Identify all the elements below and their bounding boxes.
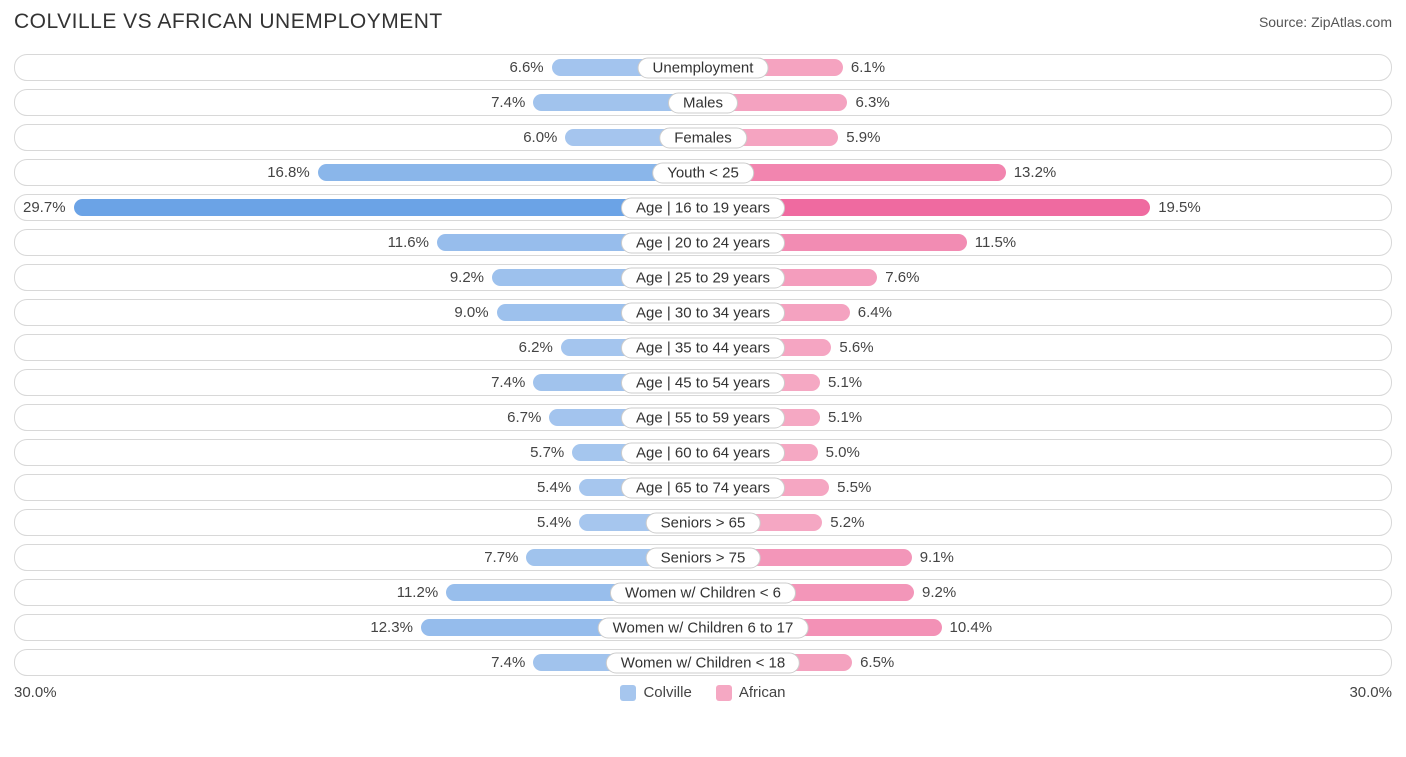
value-left: 11.2%	[389, 584, 446, 601]
diverging-bar-chart: 6.6% 6.1% Unemployment 7.4% 6.3% Males 6.0% 5.9…	[14, 54, 1392, 676]
chart-row: 6.0% 5.9% Females	[14, 124, 1392, 151]
value-right: 9.1%	[912, 549, 962, 566]
legend-swatch-left	[620, 685, 636, 701]
chart-row: 7.4% 6.3% Males	[14, 89, 1392, 116]
value-right: 19.5%	[1150, 199, 1209, 216]
source-label: Source: ZipAtlas.com	[1259, 14, 1392, 30]
value-left: 5.4%	[529, 479, 579, 496]
legend-swatch-right	[716, 685, 732, 701]
value-right: 5.0%	[818, 444, 868, 461]
legend-label-left: Colville	[643, 684, 691, 701]
legend-item-left: Colville	[620, 684, 691, 701]
row-label: Women w/ Children 6 to 17	[598, 617, 809, 638]
value-right: 10.4%	[942, 619, 1001, 636]
value-right: 6.4%	[850, 304, 900, 321]
row-label: Age | 16 to 19 years	[621, 197, 785, 218]
value-right: 6.3%	[847, 94, 897, 111]
bar-left	[74, 199, 703, 216]
chart-row: 5.4% 5.2% Seniors > 65	[14, 509, 1392, 536]
chart-title: COLVILLE VS AFRICAN UNEMPLOYMENT	[14, 10, 443, 34]
row-label: Seniors > 65	[646, 512, 761, 533]
value-right: 5.9%	[838, 129, 888, 146]
chart-row: 5.4% 5.5% Age | 65 to 74 years	[14, 474, 1392, 501]
row-label: Age | 35 to 44 years	[621, 337, 785, 358]
value-left: 7.4%	[483, 654, 533, 671]
axis-max-left: 30.0%	[14, 684, 57, 701]
value-left: 9.2%	[442, 269, 492, 286]
value-right: 5.2%	[822, 514, 872, 531]
chart-row: 6.2% 5.6% Age | 35 to 44 years	[14, 334, 1392, 361]
chart-row: 9.0% 6.4% Age | 30 to 34 years	[14, 299, 1392, 326]
legend: Colville African	[620, 684, 785, 701]
row-label: Age | 65 to 74 years	[621, 477, 785, 498]
bar-left	[318, 164, 703, 181]
chart-row: 9.2% 7.6% Age | 25 to 29 years	[14, 264, 1392, 291]
value-left: 11.6%	[380, 234, 437, 251]
row-label: Females	[659, 127, 747, 148]
value-right: 5.1%	[820, 409, 870, 426]
chart-row: 7.7% 9.1% Seniors > 75	[14, 544, 1392, 571]
chart-row: 7.4% 6.5% Women w/ Children < 18	[14, 649, 1392, 676]
value-right: 13.2%	[1006, 164, 1065, 181]
value-left: 7.4%	[483, 94, 533, 111]
chart-row: 5.7% 5.0% Age | 60 to 64 years	[14, 439, 1392, 466]
row-label: Age | 45 to 54 years	[621, 372, 785, 393]
value-right: 6.1%	[843, 59, 893, 76]
row-label: Youth < 25	[652, 162, 754, 183]
value-left: 12.3%	[362, 619, 421, 636]
value-right: 5.5%	[829, 479, 879, 496]
chart-row: 29.7% 19.5% Age | 16 to 19 years	[14, 194, 1392, 221]
value-right: 7.6%	[877, 269, 927, 286]
chart-row: 12.3% 10.4% Women w/ Children 6 to 17	[14, 614, 1392, 641]
chart-row: 11.6% 11.5% Age | 20 to 24 years	[14, 229, 1392, 256]
value-left: 9.0%	[446, 304, 496, 321]
chart-row: 16.8% 13.2% Youth < 25	[14, 159, 1392, 186]
row-label: Women w/ Children < 18	[606, 652, 800, 673]
chart-row: 6.7% 5.1% Age | 55 to 59 years	[14, 404, 1392, 431]
value-left: 6.6%	[501, 59, 551, 76]
chart-row: 11.2% 9.2% Women w/ Children < 6	[14, 579, 1392, 606]
value-left: 6.0%	[515, 129, 565, 146]
value-right: 5.6%	[831, 339, 881, 356]
legend-label-right: African	[739, 684, 786, 701]
value-left: 7.4%	[483, 374, 533, 391]
value-left: 6.7%	[499, 409, 549, 426]
row-label: Unemployment	[638, 57, 769, 78]
row-label: Age | 20 to 24 years	[621, 232, 785, 253]
value-right: 6.5%	[852, 654, 902, 671]
value-left: 6.2%	[511, 339, 561, 356]
row-label: Age | 60 to 64 years	[621, 442, 785, 463]
row-label: Women w/ Children < 6	[610, 582, 796, 603]
value-right: 5.1%	[820, 374, 870, 391]
chart-row: 6.6% 6.1% Unemployment	[14, 54, 1392, 81]
chart-row: 7.4% 5.1% Age | 45 to 54 years	[14, 369, 1392, 396]
row-label: Seniors > 75	[646, 547, 761, 568]
row-label: Males	[668, 92, 738, 113]
axis-max-right: 30.0%	[1349, 684, 1392, 701]
legend-item-right: African	[716, 684, 786, 701]
value-left: 29.7%	[15, 199, 74, 216]
value-left: 7.7%	[476, 549, 526, 566]
value-left: 16.8%	[259, 164, 318, 181]
value-left: 5.4%	[529, 514, 579, 531]
value-left: 5.7%	[522, 444, 572, 461]
value-right: 11.5%	[967, 234, 1024, 251]
row-label: Age | 25 to 29 years	[621, 267, 785, 288]
row-label: Age | 30 to 34 years	[621, 302, 785, 323]
value-right: 9.2%	[914, 584, 964, 601]
row-label: Age | 55 to 59 years	[621, 407, 785, 428]
